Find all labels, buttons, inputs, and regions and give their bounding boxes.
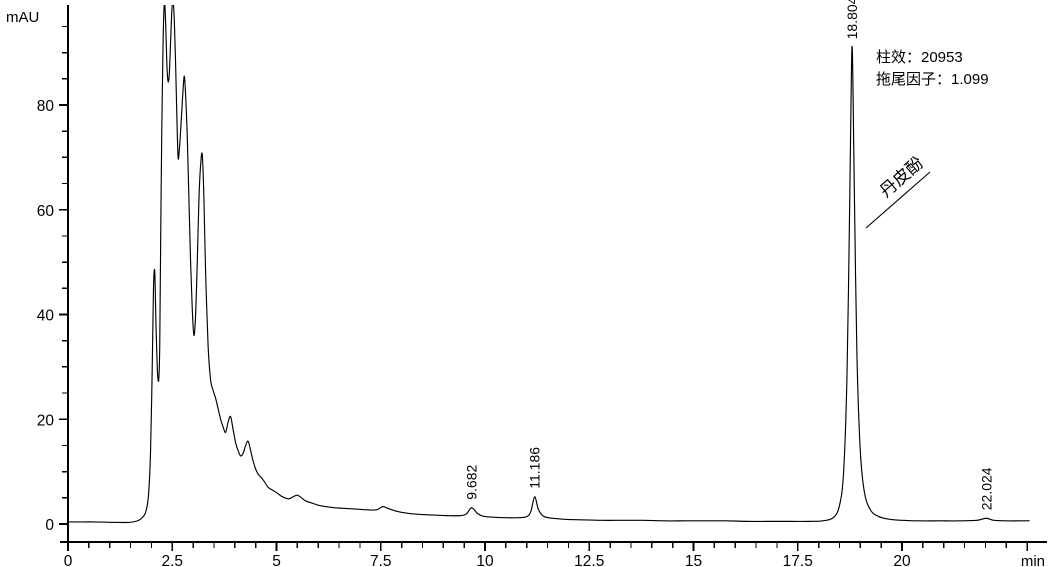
compound-name-label: 丹皮酚: [876, 153, 927, 201]
x-tick-label: 12.5: [574, 553, 604, 567]
x-tick-label: 20: [893, 553, 911, 567]
annotation-column-efficiency: 柱效：20953: [876, 49, 963, 66]
x-tick-label: 15: [685, 553, 702, 567]
y-tick-label: 60: [37, 203, 55, 220]
peak-label-9682: 9.682: [464, 465, 480, 500]
x-tick-label: 17.5: [783, 553, 813, 567]
peak-label-22024: 22.024: [978, 467, 994, 510]
x-tick-label: 0: [64, 553, 73, 567]
y-axis-unit-label: mAU: [6, 9, 39, 26]
x-tick-label: 7.5: [370, 553, 392, 567]
x-tick-label: 10: [476, 553, 494, 567]
x-tick-label: 2.5: [161, 553, 183, 567]
annotation-tailing-factor: 拖尾因子：1.099: [876, 71, 989, 88]
y-tick-label: 0: [45, 517, 54, 534]
y-tick-label: 40: [37, 308, 55, 325]
x-tick-label: 5: [272, 553, 281, 567]
peak-label-11186: 11.186: [526, 447, 542, 489]
x-axis-unit-label: min: [1021, 553, 1045, 567]
peak-label-18804: 18.804: [844, 0, 860, 39]
y-tick-label: 20: [37, 412, 55, 429]
y-tick-label: 80: [37, 98, 55, 115]
compound-leader-line: [865, 171, 931, 229]
chromatogram-trace: [68, 5, 1030, 524]
